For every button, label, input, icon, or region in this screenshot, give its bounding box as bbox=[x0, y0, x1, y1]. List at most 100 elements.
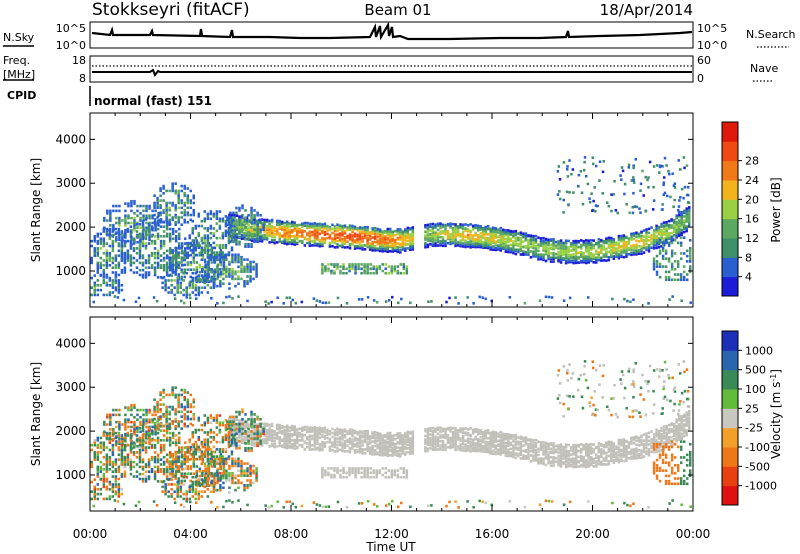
velocity-echo-cell bbox=[293, 447, 297, 450]
power-echo-cell bbox=[188, 286, 191, 289]
power-echo-cell bbox=[333, 233, 337, 236]
velocity-echo-cell bbox=[507, 434, 510, 438]
power-echo-cell bbox=[93, 249, 97, 253]
power-echo-cell bbox=[168, 268, 172, 272]
velocity-echo-cell bbox=[610, 442, 613, 446]
power-echo-cell bbox=[466, 233, 470, 237]
power-echo-cell bbox=[343, 224, 347, 228]
power-echo-cell bbox=[96, 261, 100, 265]
power-echo-cell bbox=[129, 254, 133, 257]
power-echo-cell bbox=[174, 216, 177, 219]
power-echo-cell bbox=[572, 243, 575, 246]
velocity-echo-cell bbox=[459, 444, 462, 448]
power-echo-cell bbox=[222, 261, 226, 264]
power-echo-cell bbox=[524, 253, 528, 256]
velocity-echo-cell bbox=[285, 436, 289, 439]
velocity-echo-cell bbox=[519, 449, 523, 453]
velocity-echo-cell bbox=[559, 450, 563, 454]
power-echo-cell bbox=[264, 300, 267, 303]
power-echo-cell bbox=[680, 222, 683, 226]
power-echo-cell bbox=[306, 232, 309, 235]
power-echo-cell bbox=[268, 232, 271, 236]
power-echo-cell bbox=[209, 212, 213, 216]
power-echo-cell bbox=[660, 222, 663, 226]
power-echo-cell bbox=[373, 244, 377, 248]
power-echo-cell bbox=[391, 230, 394, 234]
power-echo-cell bbox=[212, 234, 216, 237]
power-echo-cell bbox=[675, 226, 678, 230]
velocity-echo-cell bbox=[343, 443, 347, 447]
power-echo-cell bbox=[584, 255, 588, 258]
velocity-echo-cell bbox=[542, 457, 545, 461]
velocity-echo-cell bbox=[522, 449, 525, 453]
power-echo-cell bbox=[338, 232, 342, 235]
power-echo-cell bbox=[667, 235, 671, 239]
power-echo-cell bbox=[313, 243, 317, 247]
power-echo-cell bbox=[569, 256, 573, 259]
velocity-echo-cell bbox=[612, 447, 616, 451]
power-echo-cell bbox=[539, 242, 543, 246]
velocity-echo-cell bbox=[574, 461, 578, 464]
velocity-echo-cell bbox=[486, 444, 490, 448]
power-echo-cell bbox=[439, 235, 442, 239]
power-echo-cell bbox=[243, 267, 246, 271]
power-echo-cell bbox=[111, 291, 115, 294]
power-echo-cell bbox=[130, 204, 133, 208]
power-echo-cell bbox=[554, 244, 558, 248]
power-echo-cell bbox=[527, 241, 530, 245]
power-echo-cell bbox=[225, 253, 228, 257]
velocity-echo-cell bbox=[318, 446, 322, 450]
power-echo-cell bbox=[240, 258, 243, 261]
power-echo-cell bbox=[481, 242, 485, 246]
power-echo-cell bbox=[135, 230, 139, 233]
power-echo-cell bbox=[479, 245, 482, 249]
power-echo-cell bbox=[651, 208, 655, 211]
power-echo-cell bbox=[159, 199, 162, 202]
power-echo-cell bbox=[225, 295, 228, 299]
velocity-echo-cell bbox=[368, 438, 372, 441]
velocity-echo-cell bbox=[499, 433, 503, 437]
power-echo-cell bbox=[141, 239, 145, 243]
velocity-echo-cell bbox=[404, 432, 407, 435]
power-echo-cell bbox=[627, 238, 631, 242]
power-echo-cell bbox=[336, 296, 340, 300]
power-echo-cell bbox=[688, 254, 692, 258]
velocity-echo-cell bbox=[592, 465, 595, 468]
power-echo-cell bbox=[142, 216, 145, 220]
velocity-echo-cell bbox=[547, 444, 550, 447]
power-echo-cell bbox=[130, 209, 133, 213]
power-echo-cell bbox=[390, 267, 393, 271]
power-echo-cell bbox=[682, 215, 686, 218]
velocity-echo-cell bbox=[409, 437, 412, 440]
velocity-echo-cell bbox=[507, 454, 510, 458]
power-echo-cell bbox=[124, 209, 127, 213]
velocity-echo-cell bbox=[564, 451, 568, 454]
velocity-echo-cell bbox=[461, 437, 465, 441]
power-echo-cell bbox=[283, 236, 286, 239]
velocity-echo-cell bbox=[512, 434, 515, 437]
power-echo-cell bbox=[620, 239, 623, 243]
velocity-echo-cell bbox=[356, 437, 359, 441]
power-echo-cell bbox=[680, 219, 683, 223]
power-echo-cell bbox=[313, 222, 317, 225]
power-echo-cell bbox=[270, 238, 274, 242]
power-echo-cell bbox=[216, 284, 219, 288]
power-echo-cell bbox=[293, 243, 297, 246]
power-echo-cell bbox=[246, 265, 249, 269]
power-echo-cell bbox=[348, 224, 352, 227]
power-echo-cell bbox=[361, 230, 364, 233]
velocity-echo-cell bbox=[383, 453, 387, 457]
power-echo-cell bbox=[554, 252, 558, 256]
velocity-echo-cell bbox=[316, 440, 319, 444]
power-echo-cell bbox=[685, 209, 688, 213]
power-echo-cell bbox=[93, 254, 97, 257]
power-echo-cell bbox=[141, 235, 145, 238]
power-echo-cell bbox=[203, 241, 207, 245]
velocity-echo-cell bbox=[484, 445, 487, 449]
power-echo-cell bbox=[224, 246, 228, 250]
power-echo-cell bbox=[459, 240, 462, 244]
power-echo-cell bbox=[602, 248, 606, 251]
power-echo-cell bbox=[185, 271, 188, 275]
power-echo-cell bbox=[390, 271, 393, 275]
velocity-echo-cell bbox=[479, 432, 482, 435]
